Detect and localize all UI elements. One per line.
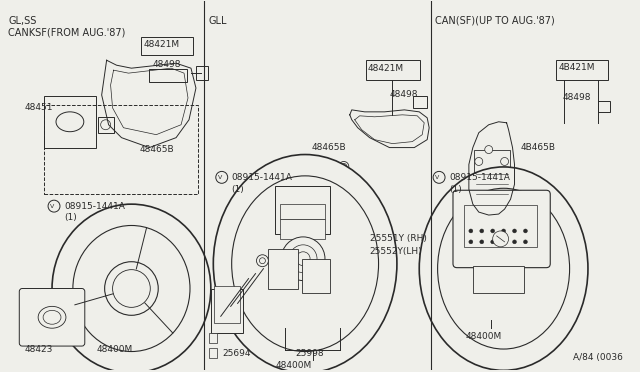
- FancyBboxPatch shape: [275, 186, 330, 234]
- Ellipse shape: [438, 188, 570, 349]
- Text: V: V: [218, 175, 222, 180]
- FancyBboxPatch shape: [19, 289, 84, 346]
- FancyBboxPatch shape: [44, 96, 96, 148]
- FancyBboxPatch shape: [473, 266, 524, 294]
- Circle shape: [484, 145, 493, 154]
- Ellipse shape: [38, 307, 66, 328]
- Circle shape: [491, 229, 495, 233]
- Circle shape: [48, 200, 60, 212]
- Text: 25694: 25694: [223, 349, 252, 357]
- Text: 48423: 48423: [24, 344, 52, 353]
- Text: 48498: 48498: [152, 60, 180, 69]
- Text: 08915-1441A: 08915-1441A: [449, 173, 510, 182]
- Circle shape: [341, 163, 347, 169]
- FancyBboxPatch shape: [598, 101, 610, 112]
- FancyBboxPatch shape: [464, 205, 538, 247]
- FancyBboxPatch shape: [365, 60, 420, 80]
- Circle shape: [480, 240, 484, 244]
- Circle shape: [513, 229, 516, 233]
- Text: 48400M: 48400M: [466, 332, 502, 341]
- Text: GLL: GLL: [209, 16, 227, 26]
- Circle shape: [511, 169, 522, 179]
- Circle shape: [500, 157, 509, 166]
- Text: 4B465B: 4B465B: [520, 143, 556, 152]
- Circle shape: [339, 161, 349, 171]
- Text: 48400M: 48400M: [97, 344, 133, 353]
- Text: 48498: 48498: [562, 93, 591, 102]
- Circle shape: [524, 240, 527, 244]
- Text: 48421M: 48421M: [367, 64, 404, 73]
- Text: CAN(SF)(UP TO AUG.'87): CAN(SF)(UP TO AUG.'87): [435, 16, 555, 26]
- Ellipse shape: [52, 204, 211, 372]
- Circle shape: [502, 229, 506, 233]
- Ellipse shape: [73, 225, 190, 352]
- FancyBboxPatch shape: [149, 69, 187, 82]
- Text: GL,SS: GL,SS: [8, 16, 36, 26]
- Ellipse shape: [56, 112, 84, 132]
- Circle shape: [433, 171, 445, 183]
- FancyBboxPatch shape: [141, 38, 193, 55]
- Circle shape: [469, 229, 473, 233]
- Text: 48400M: 48400M: [275, 362, 312, 371]
- Ellipse shape: [213, 154, 397, 372]
- Text: 08915-1441A: 08915-1441A: [64, 202, 125, 211]
- FancyBboxPatch shape: [280, 204, 325, 219]
- Text: (1): (1): [232, 185, 244, 194]
- Text: 25551Y (RH): 25551Y (RH): [370, 234, 426, 243]
- Ellipse shape: [113, 270, 150, 307]
- Text: 25998: 25998: [295, 349, 324, 357]
- Text: (1): (1): [449, 185, 462, 194]
- Circle shape: [513, 240, 516, 244]
- FancyBboxPatch shape: [98, 117, 113, 133]
- Text: 48465B: 48465B: [140, 145, 174, 154]
- Text: 48421M: 48421M: [143, 40, 179, 49]
- FancyBboxPatch shape: [196, 66, 208, 80]
- Text: 48498: 48498: [390, 90, 418, 99]
- FancyBboxPatch shape: [413, 96, 427, 108]
- FancyBboxPatch shape: [268, 249, 298, 289]
- Text: 48465B: 48465B: [312, 143, 347, 152]
- Circle shape: [513, 171, 520, 177]
- Text: V: V: [435, 175, 439, 180]
- Circle shape: [475, 157, 483, 166]
- FancyBboxPatch shape: [556, 60, 608, 80]
- Ellipse shape: [43, 310, 61, 324]
- Text: 4B421M: 4B421M: [558, 63, 595, 72]
- Circle shape: [257, 255, 268, 267]
- Circle shape: [259, 258, 266, 264]
- FancyBboxPatch shape: [209, 333, 217, 343]
- Circle shape: [282, 237, 325, 280]
- FancyBboxPatch shape: [211, 289, 243, 333]
- Circle shape: [491, 240, 495, 244]
- Circle shape: [100, 120, 111, 130]
- FancyBboxPatch shape: [280, 219, 325, 239]
- Circle shape: [480, 229, 484, 233]
- FancyBboxPatch shape: [214, 286, 239, 323]
- FancyBboxPatch shape: [209, 348, 217, 358]
- Circle shape: [469, 240, 473, 244]
- Circle shape: [216, 171, 228, 183]
- Circle shape: [493, 231, 509, 247]
- Circle shape: [289, 245, 317, 273]
- Ellipse shape: [419, 167, 588, 371]
- Circle shape: [524, 229, 527, 233]
- Text: 25552Y(LH): 25552Y(LH): [370, 247, 422, 256]
- Text: V: V: [50, 203, 54, 209]
- Text: 48451: 48451: [24, 103, 52, 112]
- Ellipse shape: [232, 176, 378, 352]
- FancyBboxPatch shape: [302, 259, 330, 294]
- FancyBboxPatch shape: [453, 190, 550, 268]
- Text: CANKSF(FROM AUG.'87): CANKSF(FROM AUG.'87): [8, 28, 125, 38]
- Text: A/84 (0036: A/84 (0036: [573, 353, 623, 362]
- Circle shape: [296, 252, 310, 266]
- Text: 08915-1441A: 08915-1441A: [232, 173, 292, 182]
- Ellipse shape: [104, 262, 158, 315]
- FancyBboxPatch shape: [474, 150, 509, 204]
- Circle shape: [502, 240, 506, 244]
- Text: (1): (1): [64, 212, 77, 222]
